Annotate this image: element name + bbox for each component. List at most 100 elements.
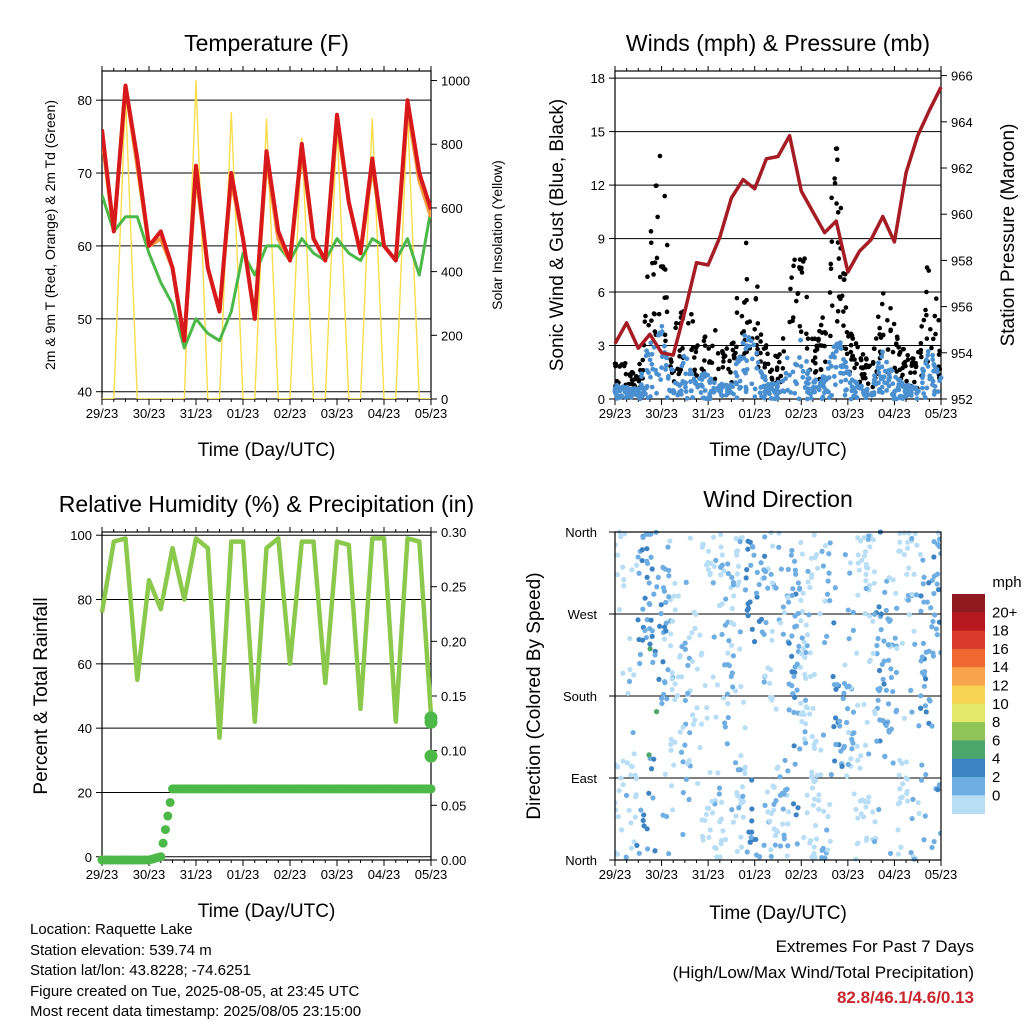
gust-point — [885, 347, 891, 352]
direction-point — [785, 594, 791, 600]
y2-tick-label: 200 — [441, 328, 463, 343]
direction-point — [713, 714, 719, 720]
wind-point — [639, 374, 644, 379]
wind-point — [755, 360, 761, 365]
direction-point — [938, 650, 941, 656]
direction-point — [700, 541, 706, 547]
direction-point — [769, 697, 775, 703]
wind-point — [930, 352, 936, 358]
direction-point — [644, 546, 650, 552]
wind-point — [719, 393, 725, 398]
direction-point — [633, 775, 640, 782]
y2-tick-label: 0.30 — [441, 525, 466, 540]
y2-tick-label: 0.10 — [441, 744, 466, 759]
direction-point — [811, 745, 818, 752]
direction-point — [893, 590, 899, 596]
gust-point — [836, 256, 842, 261]
wind-point — [683, 384, 688, 390]
direction-point — [636, 850, 642, 856]
direction-point — [656, 676, 662, 682]
y2-tick-label: 0.05 — [441, 798, 466, 813]
wind-point — [737, 386, 743, 391]
direction-point — [736, 805, 742, 811]
direction-point — [722, 724, 728, 730]
direction-point — [663, 620, 669, 626]
direction-point — [824, 591, 831, 597]
direction-point — [931, 539, 937, 545]
direction-point — [660, 812, 666, 818]
precip-end-point — [424, 715, 438, 729]
direction-point — [773, 798, 779, 804]
direction-point — [680, 790, 686, 796]
direction-point — [859, 557, 865, 563]
direction-point — [665, 544, 671, 550]
wind-point — [884, 388, 890, 393]
wind-point — [759, 371, 765, 376]
gust-point — [791, 263, 796, 269]
direction-point — [634, 842, 640, 849]
wind-point — [800, 374, 806, 380]
direction-point — [672, 681, 678, 687]
x-tick-label: 02/23 — [785, 867, 818, 882]
wind-point — [683, 389, 689, 394]
legend-label: 16 — [992, 641, 1009, 658]
direction-point — [813, 551, 820, 558]
direction-point — [791, 743, 797, 749]
direction-point — [640, 606, 646, 612]
direction-point — [672, 607, 678, 613]
gust-point — [901, 361, 907, 366]
direction-point — [899, 640, 905, 646]
gust-point — [754, 335, 760, 341]
direction-point — [624, 760, 630, 766]
direction-point — [871, 569, 878, 575]
direction-point — [615, 807, 619, 813]
direction-point — [740, 814, 746, 820]
direction-point — [649, 633, 655, 639]
direction-point — [623, 792, 630, 799]
direction-point — [658, 611, 664, 617]
wind-point — [749, 381, 755, 387]
direction-point — [652, 848, 658, 854]
wind-point — [921, 391, 927, 396]
wind-point — [656, 372, 662, 378]
wind-point — [647, 357, 653, 363]
direction-point — [926, 580, 932, 586]
direction-point — [917, 551, 924, 558]
y2-tick-label: 1000 — [441, 74, 470, 89]
legend-swatch — [952, 648, 985, 668]
x-tick-label: 30/23 — [645, 406, 678, 421]
direction-point — [855, 702, 861, 708]
direction-point — [866, 794, 872, 800]
direction-point — [739, 784, 746, 790]
gust-point — [753, 296, 759, 302]
x-tick-label: 02/23 — [274, 867, 307, 882]
wind-point — [752, 386, 758, 392]
direction-point — [625, 690, 631, 696]
direction-point — [719, 631, 725, 638]
wind-point — [774, 395, 779, 401]
wind-point — [833, 364, 839, 370]
direction-point — [844, 773, 850, 779]
gust-point — [765, 351, 770, 357]
gust-point — [710, 343, 715, 349]
direction-point — [828, 772, 834, 778]
direction-point — [893, 669, 899, 676]
wind-point — [934, 367, 940, 372]
wind-point — [659, 365, 664, 370]
wind-point — [763, 391, 768, 396]
direction-point — [749, 818, 755, 824]
direction-point — [800, 590, 806, 596]
wind-point — [919, 385, 925, 391]
y-tick-label: 80 — [78, 93, 92, 108]
direction-point — [658, 602, 664, 608]
gust-point — [716, 366, 721, 372]
direction-point — [926, 696, 932, 703]
direction-point — [773, 706, 779, 712]
legend-label: 20+ — [992, 604, 1018, 621]
direction-point — [799, 635, 805, 641]
direction-point — [909, 591, 915, 598]
y2-tick-label: 0.20 — [441, 634, 466, 649]
direction-point — [922, 676, 929, 682]
chart-title: Temperature (F) — [184, 30, 349, 56]
direction-point — [669, 618, 676, 624]
